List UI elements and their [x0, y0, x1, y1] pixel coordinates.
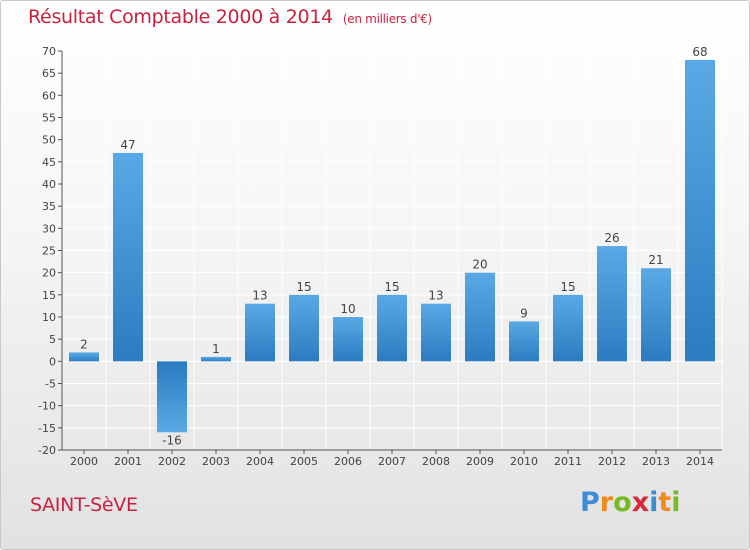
- chart-title-main: Résultat Comptable 2000 à 2014: [28, 6, 333, 28]
- data-label: 2: [80, 337, 88, 351]
- bar: [421, 303, 451, 362]
- y-tick-label: -20: [38, 444, 56, 457]
- chart-title-unit: (en milliers d'€): [342, 12, 432, 26]
- bar: [377, 294, 407, 362]
- logo-letter: i: [671, 487, 681, 518]
- y-tick-label: 45: [42, 156, 56, 169]
- bar: [685, 59, 715, 362]
- bar: [157, 361, 187, 433]
- y-tick-label: 5: [49, 333, 56, 346]
- bar: [201, 356, 231, 362]
- data-label: 9: [520, 306, 528, 320]
- data-label: -16: [162, 433, 182, 447]
- x-tick-label: 2003: [202, 455, 230, 468]
- data-label: 1: [212, 342, 220, 356]
- data-label: 10: [340, 302, 355, 316]
- y-tick-label: 60: [42, 89, 56, 102]
- x-tick-label: 2004: [246, 455, 274, 468]
- data-label: 68: [692, 45, 707, 59]
- x-tick-label: 2000: [70, 455, 98, 468]
- y-tick-label: -5: [45, 378, 56, 391]
- x-tick-label: 2001: [114, 455, 142, 468]
- logo-letter: t: [658, 487, 672, 518]
- y-tick-label: 55: [42, 112, 56, 125]
- bar: [289, 294, 319, 362]
- bar: [641, 268, 671, 362]
- x-tick-label: 2014: [686, 455, 714, 468]
- bar: [553, 294, 583, 362]
- y-tick-label: 20: [42, 267, 56, 280]
- logo-letter: i: [649, 487, 659, 518]
- commune-name: SAINT-SèVE: [30, 494, 138, 516]
- proxiti-logo: Proxiti: [580, 487, 681, 518]
- y-tick-label: 30: [42, 222, 56, 235]
- y-tick-label: 10: [42, 311, 56, 324]
- x-tick-label: 2011: [554, 455, 582, 468]
- y-tick-label: 25: [42, 245, 56, 258]
- y-tick-label: 65: [42, 67, 56, 80]
- data-label: 15: [384, 280, 399, 294]
- data-label: 20: [472, 258, 487, 272]
- x-tick-label: 2012: [598, 455, 626, 468]
- y-tick-label: 70: [42, 45, 56, 58]
- x-tick-label: 2006: [334, 455, 362, 468]
- bar: [333, 317, 363, 362]
- y-tick-label: 50: [42, 134, 56, 147]
- data-label: 26: [604, 231, 619, 245]
- y-tick-label: 35: [42, 200, 56, 213]
- y-tick-label: 0: [49, 355, 56, 368]
- bar: [69, 352, 99, 362]
- y-tick-label: -15: [38, 422, 56, 435]
- bar: [509, 321, 539, 362]
- data-label: 15: [296, 280, 311, 294]
- x-tick-label: 2009: [466, 455, 494, 468]
- x-tick-label: 2007: [378, 455, 406, 468]
- data-label: 13: [428, 289, 443, 303]
- data-label: 21: [648, 253, 663, 267]
- y-tick-label: -10: [38, 400, 56, 413]
- logo-letter: o: [613, 487, 632, 518]
- x-tick-label: 2005: [290, 455, 318, 468]
- x-tick-label: 2013: [642, 455, 670, 468]
- data-label: 47: [120, 138, 135, 152]
- bar: [245, 303, 275, 362]
- x-tick-label: 2002: [158, 455, 186, 468]
- y-tick-label: 40: [42, 178, 56, 191]
- logo-letter: P: [580, 487, 600, 518]
- logo-letter: x: [631, 487, 650, 518]
- bar: [465, 272, 495, 362]
- y-tick-label: 15: [42, 289, 56, 302]
- x-tick-label: 2008: [422, 455, 450, 468]
- data-label: 15: [560, 280, 575, 294]
- chart-title: Résultat Comptable 2000 à 2014 (en millie…: [28, 6, 432, 28]
- logo-letter: r: [599, 487, 614, 518]
- bar: [597, 246, 627, 362]
- data-label: 13: [252, 289, 267, 303]
- bar: [113, 152, 143, 362]
- x-tick-label: 2010: [510, 455, 538, 468]
